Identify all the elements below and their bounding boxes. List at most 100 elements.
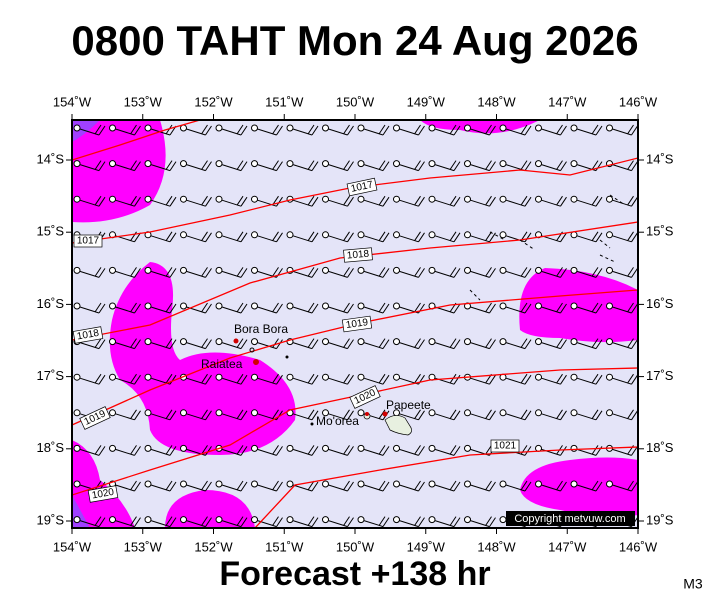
- barb-station: [73, 160, 81, 168]
- barb-flag: [130, 409, 137, 420]
- barb-station: [286, 480, 294, 488]
- barb-shaft: [363, 128, 384, 136]
- barb-station: [109, 373, 116, 381]
- barb-shaft: [115, 377, 135, 385]
- wind-barb: [251, 480, 283, 492]
- barb-shaft: [612, 342, 632, 350]
- wind-barb: [393, 124, 425, 136]
- barb-flag: [591, 302, 599, 313]
- barb-flag: [130, 302, 137, 313]
- lat-label-left: 17˚S: [37, 368, 65, 383]
- barb-flag: [307, 124, 315, 135]
- barb-shaft: [292, 164, 313, 172]
- barb-shaft: [576, 270, 597, 278]
- wind-barb: [499, 124, 532, 136]
- wind-barb: [464, 302, 496, 314]
- barb-shaft: [328, 270, 348, 278]
- barb-flag: [556, 160, 563, 170]
- wind-barb: [393, 266, 425, 278]
- wind-barb: [286, 302, 319, 314]
- barb-flag: [272, 373, 279, 384]
- barb-station: [570, 338, 578, 346]
- barb-station: [428, 409, 436, 417]
- barb-flag: [560, 446, 567, 456]
- wind-barb: [73, 516, 106, 528]
- barb-station: [570, 480, 578, 488]
- barb-shaft: [399, 484, 419, 492]
- barb-station: [251, 409, 258, 417]
- barb-shaft: [257, 377, 277, 385]
- lon-label-top: 154˚W: [53, 94, 92, 109]
- barb-flag: [631, 125, 638, 136]
- barb-flag: [134, 303, 141, 314]
- isobar-label-box: [73, 234, 103, 248]
- barb-flag: [449, 124, 457, 135]
- barb-flag: [205, 232, 212, 243]
- barb-flag: [307, 516, 315, 526]
- barb-flag: [343, 338, 350, 348]
- barb-station: [73, 480, 81, 488]
- wind-barb: [215, 124, 248, 136]
- wind-barb: [286, 480, 319, 492]
- wind-barb: [428, 124, 461, 136]
- barb-flag: [240, 232, 248, 243]
- barb-flag: [449, 267, 457, 277]
- barb-shaft: [576, 413, 597, 421]
- barb-flag: [449, 445, 457, 455]
- lat-label-right: 19˚S: [646, 512, 674, 527]
- barb-shaft: [612, 413, 632, 421]
- barb-shaft: [576, 484, 597, 492]
- barb-shaft: [186, 413, 206, 421]
- barb-flag: [489, 517, 496, 527]
- barb-flag: [591, 231, 599, 242]
- barb-station: [606, 124, 613, 132]
- wind-barb: [109, 444, 141, 456]
- barb-flag: [520, 160, 528, 170]
- barb-flag: [520, 373, 528, 384]
- barb-flag: [560, 232, 567, 243]
- barb-shaft: [505, 484, 526, 492]
- lon-label-top: 151˚W: [265, 94, 304, 109]
- barb-station: [606, 409, 613, 417]
- wind-barb: [180, 195, 212, 207]
- wind-barb: [144, 373, 177, 385]
- forecast-label: Forecast +138 hr: [219, 555, 490, 593]
- place-label: Papeete: [386, 398, 431, 412]
- barb-flag: [94, 124, 102, 135]
- barb-shaft: [541, 306, 561, 314]
- barb-flag: [485, 267, 492, 277]
- barb-flag: [485, 160, 492, 170]
- barb-flag: [236, 445, 244, 455]
- place-labels: Bora Bora Raiatea Mo'orea Papeete: [201, 322, 431, 428]
- barb-station: [109, 409, 116, 417]
- barb-flag: [311, 481, 319, 492]
- barb-station: [322, 231, 329, 239]
- wind-barb: [109, 373, 141, 385]
- wind-barb: [144, 409, 177, 421]
- barb-flag: [236, 516, 244, 526]
- barb-shaft: [79, 448, 100, 456]
- barb-station: [180, 444, 187, 452]
- wind-barb: [180, 338, 212, 350]
- barb-station: [286, 231, 294, 239]
- barb-station: [357, 338, 365, 346]
- barb-shaft: [115, 448, 135, 456]
- barb-station: [215, 231, 223, 239]
- barb-station: [393, 516, 400, 524]
- wind-barb: [606, 444, 638, 456]
- barb-flag: [272, 124, 279, 135]
- wind-barb: [215, 373, 248, 385]
- barb-station: [464, 160, 471, 168]
- isobar-label-text: 1018: [76, 328, 100, 343]
- barb-shaft: [612, 377, 632, 385]
- barb-station: [73, 444, 81, 452]
- wind-barb: [535, 160, 567, 172]
- barb-flag: [347, 161, 354, 171]
- barb-flag: [343, 302, 350, 313]
- barb-flag: [560, 410, 567, 421]
- place-label: Mo'orea: [316, 414, 359, 428]
- wind-barb: [393, 160, 425, 172]
- barb-shaft: [541, 199, 561, 207]
- wind-barb: [393, 373, 425, 385]
- barb-shaft: [150, 342, 171, 350]
